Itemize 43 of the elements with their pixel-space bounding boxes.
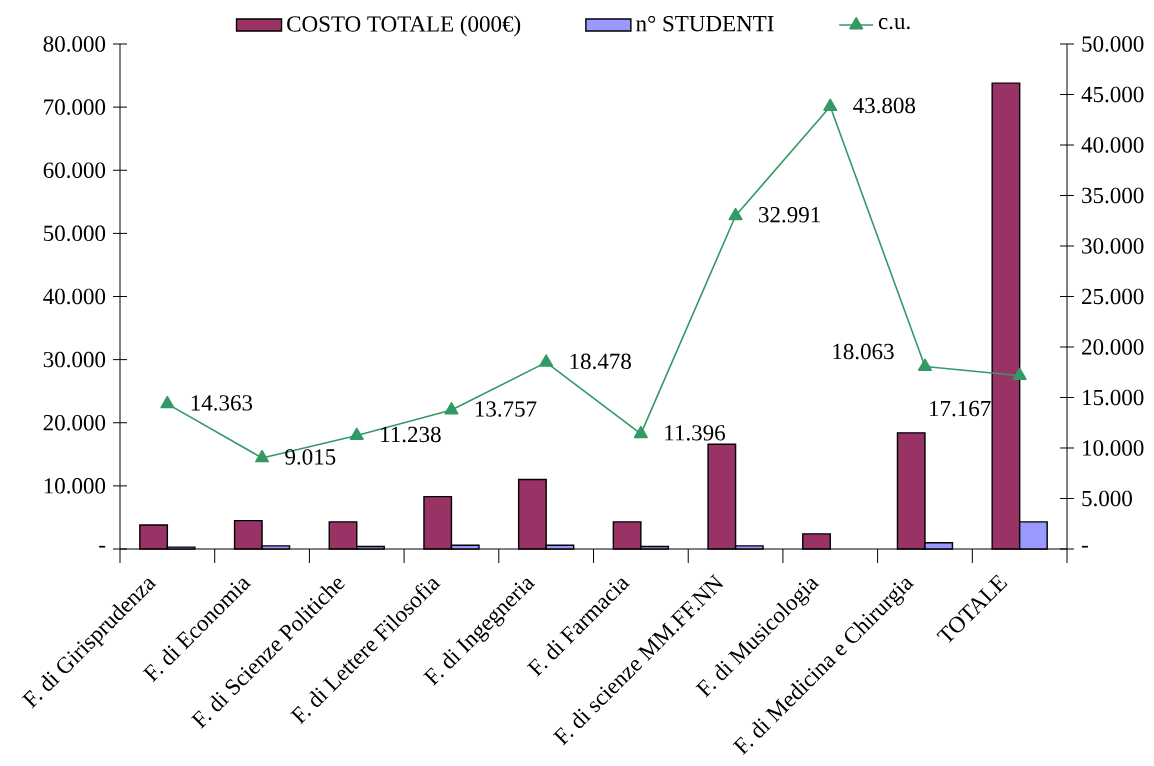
y2-tick-label: - — [1081, 545, 1088, 548]
y2-tick-label: 10.000 — [1083, 440, 1144, 456]
y2-tick-label: 45.000 — [1081, 86, 1144, 103]
y-tick-label: 50.000 — [44, 225, 106, 242]
point — [728, 207, 743, 221]
data-label: 18.478 — [570, 353, 631, 370]
point — [349, 427, 364, 440]
point — [1012, 367, 1027, 381]
point — [255, 449, 270, 463]
y-tick-label: 20.000 — [43, 414, 106, 431]
y-tick-label: 80.000 — [43, 36, 106, 52]
point — [633, 425, 648, 439]
y-tick-label: 70.000 — [44, 99, 106, 115]
y2-tick-label: 35.000 — [1082, 187, 1144, 204]
y-tick-label: 60.000 — [43, 162, 106, 179]
y2-tick-label: 20.000 — [1082, 339, 1144, 355]
y2-tick-label: 15.000 — [1083, 389, 1144, 406]
point — [539, 354, 554, 367]
y-tick-label: 30.000 — [43, 351, 106, 368]
point — [917, 358, 932, 371]
data-label: 13.757 — [475, 401, 537, 417]
y2-tick-label: 50.000 — [1082, 36, 1144, 52]
data-label: 11.396 — [665, 425, 725, 441]
y2-tick-label: 5.000 — [1082, 490, 1132, 507]
y-tick-label: 10.000 — [44, 478, 106, 494]
data-label: 17.167 — [930, 400, 991, 417]
point — [160, 395, 175, 409]
point — [823, 98, 838, 111]
y2-tick-label: 40.000 — [1081, 137, 1144, 153]
y2-tick-label: 25.000 — [1082, 288, 1144, 305]
legend-label: c.u. — [878, 18, 910, 30]
data-label: 43.808 — [853, 97, 916, 114]
y-tick-label: - — [99, 545, 106, 548]
data-label: 14.363 — [191, 395, 253, 411]
legend-label: COSTO TOTALE (000€) — [287, 15, 521, 37]
data-label: 11.238 — [381, 426, 441, 443]
y2-tick-label: 30.000 — [1082, 238, 1144, 254]
y-tick-label: 40.000 — [43, 288, 106, 305]
data-label: 32.991 — [759, 207, 820, 223]
legend-label: n° STUDENTI — [636, 15, 774, 32]
point — [444, 402, 459, 415]
data-label: 18.063 — [833, 343, 894, 360]
data-label: 9.015 — [285, 449, 336, 465]
